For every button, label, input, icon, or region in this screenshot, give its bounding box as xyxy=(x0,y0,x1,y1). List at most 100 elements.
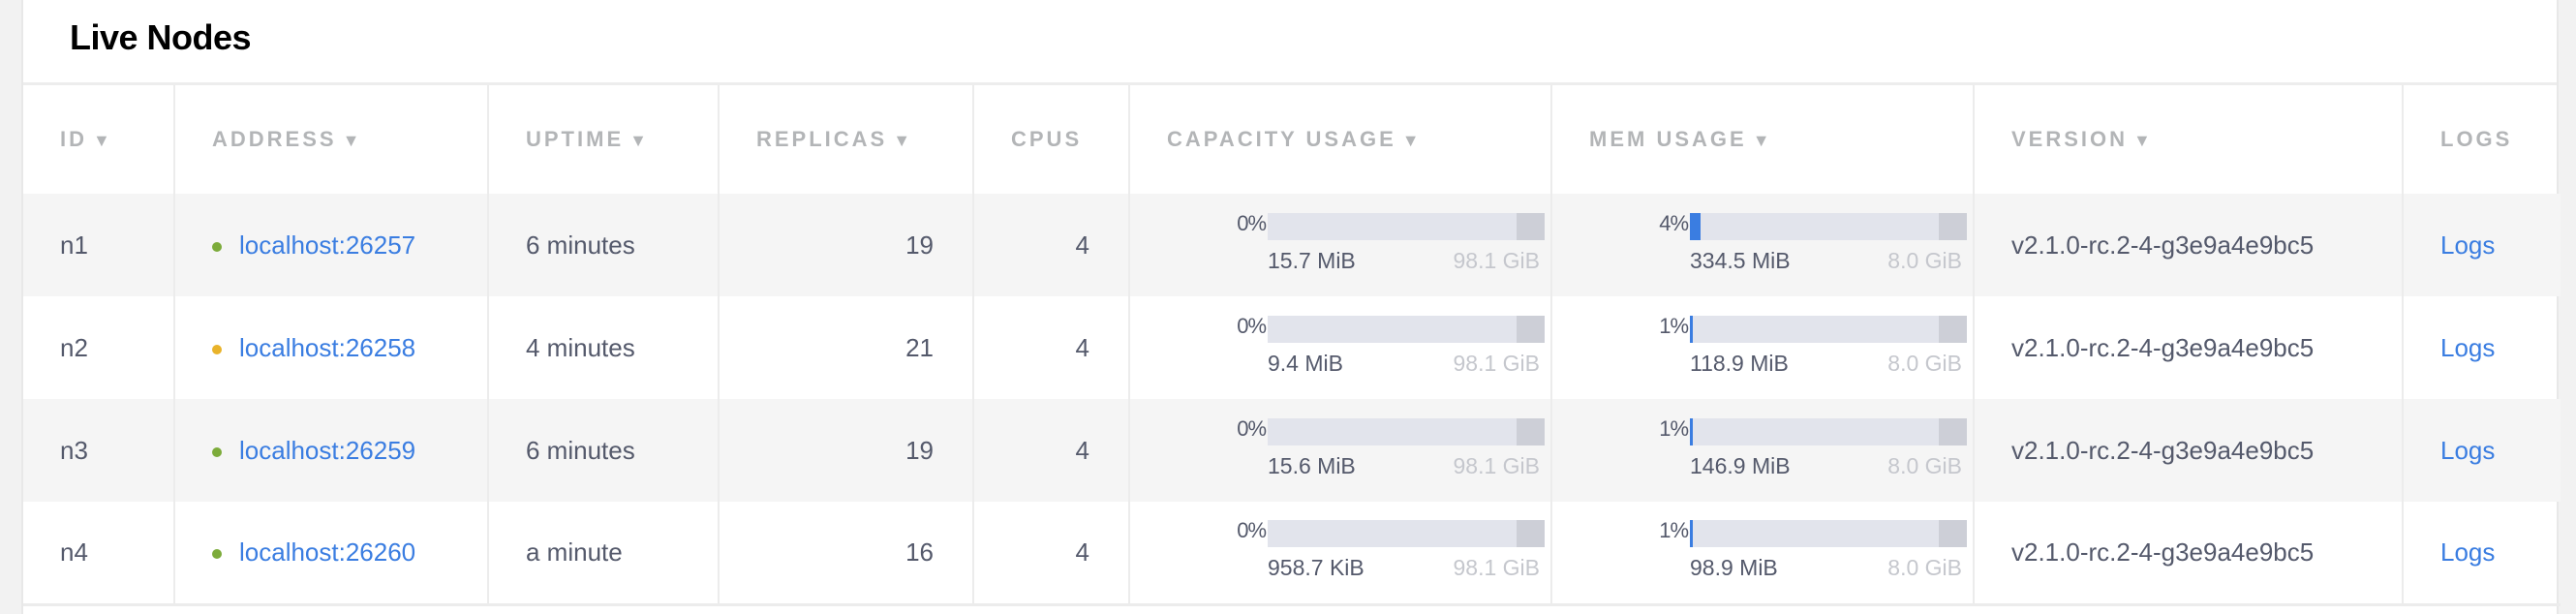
capacity-usage-used: 15.7 MiB xyxy=(1268,248,1356,273)
capacity-usage-bar xyxy=(1268,418,1545,445)
capacity-usage-used: 15.6 MiB xyxy=(1268,453,1356,478)
header-label: CPUS xyxy=(1011,127,1083,151)
mem-usage-total: 8.0 GiB xyxy=(1887,555,1962,581)
capacity-usage-percent: 0% xyxy=(1237,518,1267,543)
mem-usage: 1% 118.9 MiB 8.0 GiB xyxy=(1589,314,1973,382)
sort-arrow-icon: ▼ xyxy=(2133,131,2151,150)
node-uptime: 4 minutes xyxy=(487,296,719,399)
status-dot-icon xyxy=(212,548,222,559)
column-header-replicas[interactable]: REPLICAS ▼ xyxy=(718,85,973,194)
node-replicas: 16 xyxy=(718,502,973,606)
capacity-usage-total: 98.1 GiB xyxy=(1453,555,1541,581)
node-uptime: 6 minutes xyxy=(487,194,719,296)
logs-link[interactable]: Logs xyxy=(2440,435,2496,465)
header-label: LOGS xyxy=(2440,127,2513,151)
mem-usage-used: 146.9 MiB xyxy=(1690,453,1791,478)
sort-arrow-icon: ▼ xyxy=(1401,131,1420,150)
mem-usage-bar-fill xyxy=(1690,213,1702,240)
logs-link[interactable]: Logs xyxy=(2440,537,2496,567)
mem-usage-cell: 1% 118.9 MiB 8.0 GiB xyxy=(1550,296,1974,399)
sort-arrow-icon: ▼ xyxy=(629,131,647,150)
node-address-link[interactable]: localhost:26257 xyxy=(239,230,416,260)
divider xyxy=(23,82,2557,85)
node-version: v2.1.0-rc.2-4-g3e9a4e9bc5 xyxy=(1973,296,2403,399)
capacity-usage-cell: 0% 958.7 KiB 98.1 GiB xyxy=(1128,502,1551,606)
logs-cell: Logs xyxy=(2402,502,2561,606)
node-address-link[interactable]: localhost:26260 xyxy=(239,537,416,567)
node-id: n4 xyxy=(23,502,174,606)
table-row: n2 localhost:26258 4 minutes 21 4 0% 9.4… xyxy=(23,296,2561,399)
mem-usage-cell: 1% 146.9 MiB 8.0 GiB xyxy=(1550,399,1974,502)
node-cpus: 4 xyxy=(972,296,1129,399)
node-version: v2.1.0-rc.2-4-g3e9a4e9bc5 xyxy=(1973,399,2403,502)
mem-usage-used: 334.5 MiB xyxy=(1690,248,1791,273)
node-id: n2 xyxy=(60,332,88,362)
mem-usage-percent: 1% xyxy=(1659,416,1689,441)
logs-link[interactable]: Logs xyxy=(2440,230,2496,260)
capacity-usage-cell: 0% 15.7 MiB 98.1 GiB xyxy=(1128,194,1551,296)
column-header-capacity-usage[interactable]: CAPACITY USAGE ▼ xyxy=(1128,85,1551,194)
capacity-usage: 0% 9.4 MiB 98.1 GiB xyxy=(1167,314,1550,382)
mem-usage-bar-fill xyxy=(1690,520,1694,548)
mem-usage-percent: 4% xyxy=(1659,211,1689,235)
node-address-cell: localhost:26257 xyxy=(173,194,488,296)
column-header-id[interactable]: ID ▼ xyxy=(23,85,174,194)
node-id: n1 xyxy=(23,194,174,296)
node-address-link[interactable]: localhost:26259 xyxy=(239,435,416,465)
capacity-usage: 0% 15.7 MiB 98.1 GiB xyxy=(1167,211,1550,279)
mem-usage-bar xyxy=(1690,316,1967,343)
mem-usage: 1% 146.9 MiB 8.0 GiB xyxy=(1589,416,1973,484)
mem-usage-bar xyxy=(1690,520,1967,548)
capacity-usage-used: 958.7 KiB xyxy=(1268,555,1365,581)
node-address-link[interactable]: localhost:26258 xyxy=(239,332,416,362)
capacity-usage-bar xyxy=(1268,316,1545,343)
column-header-address[interactable]: ADDRESS ▼ xyxy=(173,85,488,194)
capacity-usage-bar-end xyxy=(1517,213,1545,240)
capacity-usage-cell: 0% 15.6 MiB 98.1 GiB xyxy=(1128,399,1551,502)
mem-usage: 4% 334.5 MiB 8.0 GiB xyxy=(1589,211,1973,279)
capacity-usage-total: 98.1 GiB xyxy=(1453,248,1541,273)
mem-usage-used: 98.9 MiB xyxy=(1690,555,1778,581)
mem-usage-percent: 1% xyxy=(1659,314,1689,338)
column-header-version[interactable]: VERSION ▼ xyxy=(1973,85,2403,194)
live-nodes-panel: Live Nodes ID ▼ ADDRESS ▼ UPTIME ▼ REPLICAS… xyxy=(21,0,2561,614)
capacity-usage-bar xyxy=(1268,520,1545,548)
node-replicas: 19 xyxy=(718,194,973,296)
table-row: n1 localhost:26257 6 minutes 19 4 0% 15.… xyxy=(23,194,2561,296)
mem-usage-cell: 4% 334.5 MiB 8.0 GiB xyxy=(1550,194,1974,296)
mem-usage-total: 8.0 GiB xyxy=(1887,248,1962,273)
sort-arrow-icon: ▼ xyxy=(93,131,110,150)
table-header: ID ▼ ADDRESS ▼ UPTIME ▼ REPLICAS ▼ CPUS CAPA… xyxy=(23,85,2561,194)
node-replicas: 21 xyxy=(718,296,973,399)
capacity-usage-percent: 0% xyxy=(1237,416,1267,441)
node-uptime: a minute xyxy=(487,502,719,606)
mem-usage-total: 8.0 GiB xyxy=(1887,453,1962,478)
status-dot-icon xyxy=(212,446,222,457)
capacity-usage-bar-end xyxy=(1517,520,1545,548)
capacity-usage-total: 98.1 GiB xyxy=(1453,453,1541,478)
sort-arrow-icon: ▼ xyxy=(1752,131,1770,150)
mem-usage-bar-fill xyxy=(1690,418,1694,445)
node-address-cell: localhost:26259 xyxy=(173,399,488,502)
panel-title: Live Nodes xyxy=(70,17,252,57)
mem-usage-bar-end xyxy=(1939,213,1967,240)
mem-usage-total: 8.0 GiB xyxy=(1887,351,1962,376)
logs-link[interactable]: Logs xyxy=(2440,332,2496,362)
logs-cell: Logs xyxy=(2402,194,2561,296)
mem-usage-bar-end xyxy=(1939,418,1967,445)
capacity-usage: 0% 15.6 MiB 98.1 GiB xyxy=(1167,416,1550,484)
node-version: v2.1.0-rc.2-4-g3e9a4e9bc5 xyxy=(1973,194,2403,296)
mem-usage-percent: 1% xyxy=(1659,518,1689,543)
status-dot-icon xyxy=(212,241,222,252)
capacity-usage-cell: 0% 9.4 MiB 98.1 GiB xyxy=(1128,296,1551,399)
mem-usage-bar xyxy=(1690,418,1967,445)
column-header-mem-usage[interactable]: MEM USAGE ▼ xyxy=(1550,85,1974,194)
mem-usage-cell: 1% 98.9 MiB 8.0 GiB xyxy=(1550,502,1974,606)
table-row: n3 localhost:26259 6 minutes 19 4 0% 15.… xyxy=(23,399,2561,502)
nodes-table: ID ▼ ADDRESS ▼ UPTIME ▼ REPLICAS ▼ CPUS CAPA… xyxy=(23,85,2561,606)
mem-usage-bar-end xyxy=(1939,520,1967,548)
capacity-usage-bar-end xyxy=(1517,418,1545,445)
node-address-cell: localhost:26260 xyxy=(173,502,488,606)
column-header-uptime[interactable]: UPTIME ▼ xyxy=(487,85,719,194)
header-label: MEM USAGE xyxy=(1589,127,1747,151)
